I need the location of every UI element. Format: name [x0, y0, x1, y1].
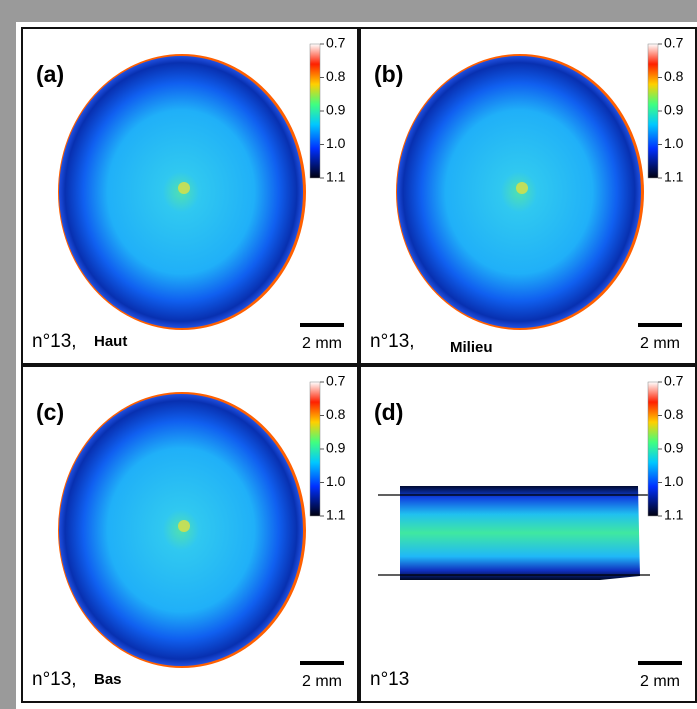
position-label: Milieu [450, 339, 493, 356]
colorbar-tick-label: 1.0 [326, 473, 346, 489]
position-label: Haut [94, 333, 127, 350]
colorbar [647, 43, 659, 179]
panel-label: (a) [36, 61, 64, 87]
colorbar-tick-label: 0.7 [326, 35, 346, 51]
colorbar-tick-label: 0.9 [664, 440, 684, 456]
panel: (d) 0.7 0.8 0.9 1.0 1.1 n°13 2 mm [359, 365, 697, 703]
scale-label: 2 mm [302, 335, 342, 352]
colorbar-tick-label: 0.7 [326, 373, 346, 389]
colorbar [309, 381, 321, 517]
colorbar-tick-label: 1.0 [326, 135, 346, 151]
density-map [400, 486, 640, 580]
colorbar-tick-label: 0.8 [664, 406, 684, 422]
sample-label: n°13, [32, 669, 77, 690]
density-spot [178, 520, 190, 532]
panel-label: (d) [374, 399, 403, 425]
panel-label: (b) [374, 61, 403, 87]
colorbar-tick-label: 0.8 [326, 68, 346, 84]
panel: (a) 0.7 0.8 0.9 1.0 1.1 n°13, Haut 2 mm [21, 27, 359, 365]
scale-label: 2 mm [640, 335, 680, 352]
colorbar-tick-label: 0.9 [326, 440, 346, 456]
colorbar-tick-label: 0.8 [326, 406, 346, 422]
colorbar-tick-label: 1.1 [664, 169, 684, 185]
density-spot [516, 182, 528, 194]
colorbar [309, 43, 321, 179]
colorbar [647, 381, 659, 517]
colorbar-tick-label: 0.9 [664, 102, 684, 118]
colorbar-tick-label: 1.1 [664, 507, 684, 523]
colorbar-tick-label: 0.7 [664, 35, 684, 51]
sample-label: n°13, [32, 331, 77, 352]
scale-label: 2 mm [302, 673, 342, 690]
colorbar-tick-label: 1.0 [664, 135, 684, 151]
position-label: Bas [94, 671, 122, 688]
colorbar-tick-label: 0.7 [664, 373, 684, 389]
sample-label: n°13, [370, 331, 415, 352]
colorbar-tick-label: 0.9 [326, 102, 346, 118]
panel: (c) 0.7 0.8 0.9 1.0 1.1 n°13, Bas 2 mm [21, 365, 359, 703]
panel-label: (c) [36, 399, 64, 425]
density-spot [178, 182, 190, 194]
sample-label: n°13 [370, 669, 409, 690]
colorbar-tick-label: 1.1 [326, 507, 346, 523]
colorbar-tick-label: 1.0 [664, 473, 684, 489]
scale-label: 2 mm [640, 673, 680, 690]
colorbar-tick-label: 1.1 [326, 169, 346, 185]
panel: (b) 0.7 0.8 0.9 1.0 1.1 n°13, Milieu 2 mm [359, 27, 697, 365]
colorbar-tick-label: 0.8 [664, 68, 684, 84]
